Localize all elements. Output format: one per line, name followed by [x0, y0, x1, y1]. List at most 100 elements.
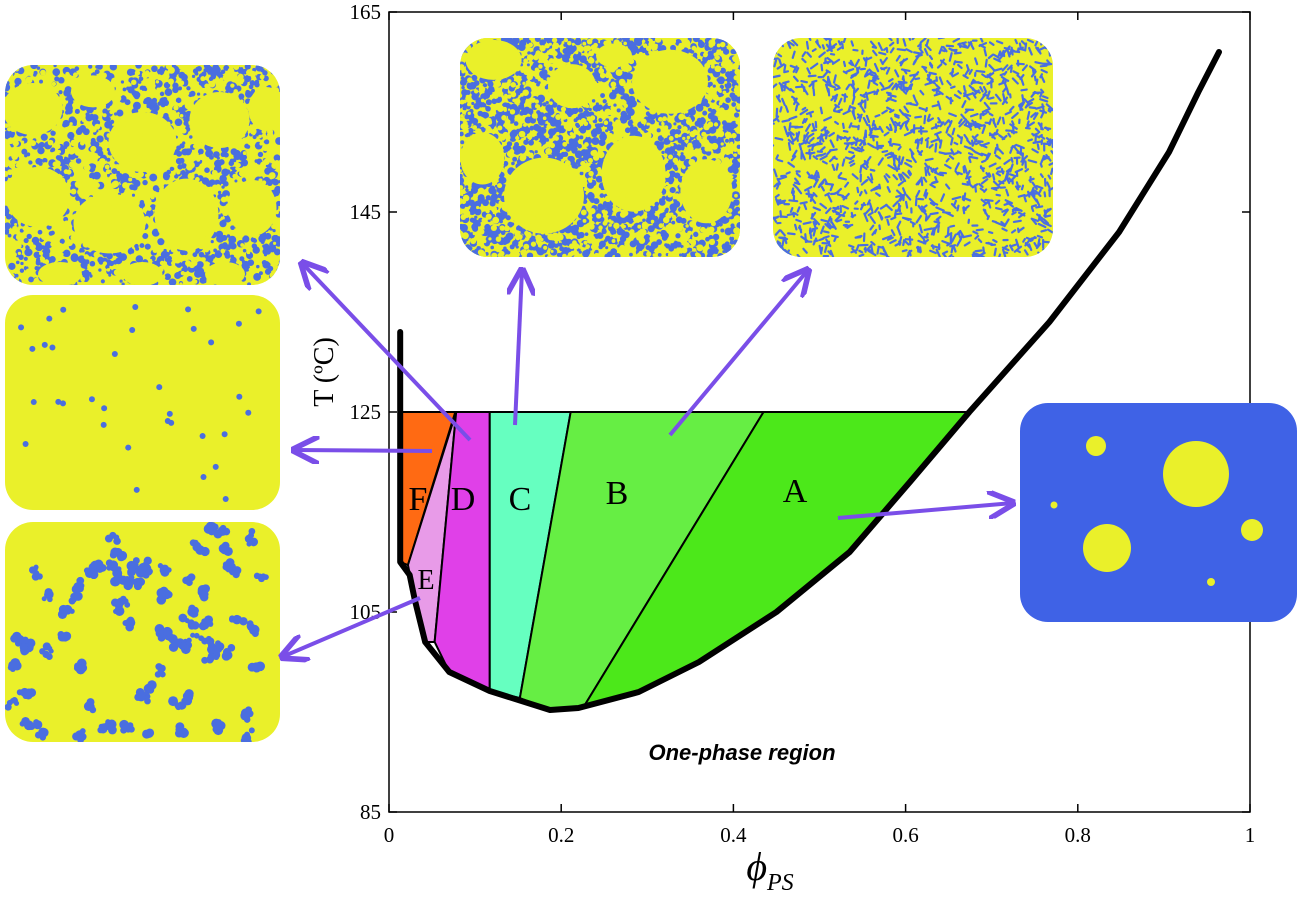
- morphology-insets: [5, 38, 1297, 742]
- pattern: [22, 692, 30, 700]
- pattern: [162, 207, 167, 212]
- pattern: [249, 624, 260, 635]
- pattern: [129, 253, 136, 260]
- pattern: [40, 201, 45, 206]
- pattern: [491, 252, 498, 257]
- pattern: [112, 578, 120, 586]
- pattern: [102, 273, 106, 277]
- pattern: [227, 67, 235, 75]
- pattern: [270, 69, 276, 75]
- pattern: [688, 112, 693, 116]
- pattern: [240, 737, 247, 742]
- pattern: [63, 89, 71, 97]
- pattern: [165, 125, 170, 130]
- pattern: [237, 73, 244, 80]
- pattern: [163, 82, 171, 89]
- pattern: [218, 111, 222, 115]
- annotation: One-phase region: [648, 740, 835, 765]
- pattern: [537, 81, 541, 85]
- pattern: [247, 209, 251, 214]
- pattern: [120, 274, 125, 280]
- pattern: [94, 69, 100, 75]
- pattern: [79, 728, 86, 734]
- pattern: [730, 164, 738, 173]
- pattern: [82, 173, 87, 178]
- pattern: [232, 202, 236, 206]
- pattern: [680, 152, 684, 156]
- pattern: [150, 204, 156, 210]
- pattern: [490, 196, 497, 204]
- pattern: [236, 163, 241, 168]
- pattern: [502, 236, 511, 244]
- pattern: [714, 250, 719, 255]
- pattern: [697, 41, 705, 49]
- pattern: [589, 115, 596, 121]
- pattern: [47, 139, 54, 146]
- pattern: [725, 59, 732, 66]
- pattern: [231, 136, 235, 140]
- pattern: [5, 222, 11, 230]
- pattern: [145, 157, 151, 164]
- pattern: [142, 232, 149, 240]
- pattern: [514, 109, 520, 115]
- pattern: [57, 76, 65, 84]
- pattern: [605, 246, 609, 250]
- pattern: [74, 180, 82, 188]
- pattern: [488, 237, 492, 241]
- pattern: [192, 539, 199, 546]
- pattern: [55, 398, 62, 405]
- pattern: [181, 148, 188, 156]
- pattern: [260, 219, 267, 226]
- pattern: [39, 79, 43, 84]
- pattern: [156, 384, 163, 391]
- pattern: [5, 162, 9, 168]
- pattern: [252, 134, 257, 140]
- pattern: [109, 146, 113, 150]
- pattern: [49, 344, 56, 351]
- pattern: [731, 88, 735, 92]
- pattern: [125, 272, 133, 279]
- pattern: [23, 256, 28, 261]
- pattern: [206, 255, 214, 263]
- pattern: [39, 256, 45, 262]
- pattern: [263, 158, 270, 165]
- pattern: [152, 185, 159, 192]
- pattern: [76, 585, 84, 593]
- pattern: [144, 697, 151, 705]
- pattern: [83, 567, 91, 574]
- pattern: [155, 266, 159, 271]
- pattern: [154, 671, 162, 678]
- pattern: [111, 351, 118, 358]
- pattern: [150, 194, 155, 200]
- pattern: [177, 86, 183, 91]
- pattern: [612, 234, 617, 239]
- pattern: [258, 178, 263, 183]
- pattern: [80, 140, 85, 146]
- pattern: [206, 524, 214, 532]
- pattern: [646, 251, 652, 257]
- pattern: [547, 211, 553, 218]
- pattern: [197, 225, 203, 231]
- pattern: [622, 93, 630, 101]
- pattern: [471, 134, 476, 139]
- pattern: [228, 184, 233, 189]
- y-tick-label: 85: [360, 800, 381, 824]
- pattern: [119, 719, 129, 730]
- pattern: [485, 213, 492, 220]
- pattern: [191, 260, 198, 267]
- pattern: [460, 203, 466, 209]
- pattern: [29, 345, 36, 352]
- pattern: [717, 253, 724, 257]
- pattern: [85, 112, 90, 117]
- pattern: [217, 80, 224, 87]
- pattern: [583, 187, 588, 191]
- pattern: [70, 235, 76, 240]
- pattern: [593, 198, 600, 205]
- pattern: [11, 65, 17, 69]
- pattern: [72, 163, 79, 170]
- pattern: [178, 106, 185, 114]
- pattern: [714, 38, 722, 45]
- pattern: [182, 266, 189, 273]
- pattern: [232, 207, 238, 213]
- pattern: [246, 69, 254, 77]
